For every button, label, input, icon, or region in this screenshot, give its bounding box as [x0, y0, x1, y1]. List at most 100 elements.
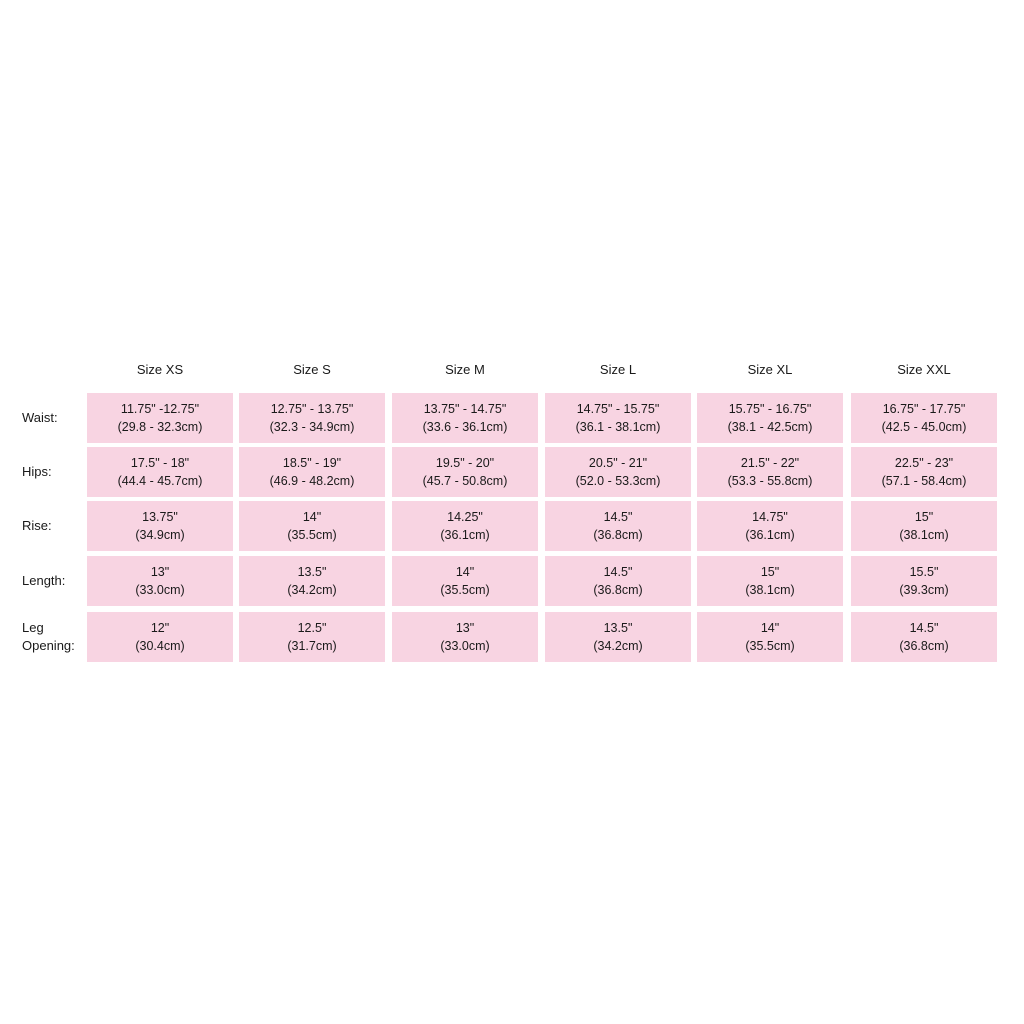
cell-cm: (36.1cm) [745, 528, 795, 542]
cell-waist-xxl: 16.75" - 17.75" (42.5 - 45.0cm) [851, 393, 997, 443]
cell-hips-xs: 17.5" - 18" (44.4 - 45.7cm) [87, 447, 233, 497]
cell-inches: 22.5" - 23" [894, 456, 954, 470]
cell-inches: 19.5" - 20" [435, 456, 495, 470]
cell-cm: (35.5cm) [287, 528, 337, 542]
column-header-s: Size S [293, 362, 331, 377]
cell-waist-l: 14.75" - 15.75" (36.1 - 38.1cm) [545, 393, 691, 443]
cell-cm: (36.1cm) [440, 528, 490, 542]
cell-leg-opening-m: 13" (33.0cm) [392, 612, 538, 662]
column-header-xs: Size XS [136, 362, 184, 377]
cell-inches: 14.75" [752, 510, 788, 524]
cell-inches: 15" [760, 565, 780, 579]
cell-inches: 12" [150, 621, 170, 635]
cell-cm: (33.0cm) [440, 639, 490, 653]
cell-inches: 16.75" - 17.75" [882, 402, 966, 416]
cell-inches: 13" [150, 565, 170, 579]
cell-cm: (38.1cm) [745, 583, 795, 597]
cell-inches: 14.5" [603, 510, 633, 524]
cell-hips-s: 18.5" - 19" (46.9 - 48.2cm) [239, 447, 385, 497]
cell-length-xxl: 15.5" (39.3cm) [851, 556, 997, 606]
cell-waist-xl: 15.75" - 16.75" (38.1 - 42.5cm) [697, 393, 843, 443]
cell-rise-xs: 13.75" (34.9cm) [87, 501, 233, 551]
cell-inches: 15.75" - 16.75" [728, 402, 812, 416]
cell-inches: 13.75" - 14.75" [423, 402, 507, 416]
cell-leg-opening-xl: 14" (35.5cm) [697, 612, 843, 662]
cell-cm: (46.9 - 48.2cm) [269, 474, 355, 488]
cell-inches: 15" [914, 510, 934, 524]
cell-inches: 12.5" [297, 621, 327, 635]
cell-leg-opening-xs: 12" (30.4cm) [87, 612, 233, 662]
cell-cm: (38.1cm) [899, 528, 949, 542]
column-header-l: Size L [599, 362, 637, 377]
cell-cm: (44.4 - 45.7cm) [117, 474, 203, 488]
cell-inches: 15.5" [909, 565, 939, 579]
cell-inches: 14" [302, 510, 322, 524]
cell-cm: (31.7cm) [287, 639, 337, 653]
cell-cm: (42.5 - 45.0cm) [881, 420, 967, 434]
cell-length-xl: 15" (38.1cm) [697, 556, 843, 606]
cell-inches: 14.5" [603, 565, 633, 579]
cell-length-m: 14" (35.5cm) [392, 556, 538, 606]
cell-length-s: 13.5" (34.2cm) [239, 556, 385, 606]
cell-length-l: 14.5" (36.8cm) [545, 556, 691, 606]
cell-cm: (30.4cm) [135, 639, 185, 653]
cell-cm: (33.0cm) [135, 583, 185, 597]
cell-inches: 14.75" - 15.75" [576, 402, 660, 416]
cell-cm: (36.1 - 38.1cm) [575, 420, 661, 434]
cell-cm: (57.1 - 58.4cm) [881, 474, 967, 488]
cell-cm: (39.3cm) [899, 583, 949, 597]
cell-inches: 21.5" - 22" [740, 456, 800, 470]
cell-leg-opening-xxl: 14.5" (36.8cm) [851, 612, 997, 662]
cell-hips-l: 20.5" - 21" (52.0 - 53.3cm) [545, 447, 691, 497]
cell-leg-opening-s: 12.5" (31.7cm) [239, 612, 385, 662]
cell-hips-xl: 21.5" - 22" (53.3 - 55.8cm) [697, 447, 843, 497]
cell-inches: 11.75" -12.75" [120, 402, 200, 416]
cell-waist-m: 13.75" - 14.75" (33.6 - 36.1cm) [392, 393, 538, 443]
cell-inches: 14" [760, 621, 780, 635]
cell-inches: 13" [455, 621, 475, 635]
cell-cm: (45.7 - 50.8cm) [422, 474, 508, 488]
cell-hips-m: 19.5" - 20" (45.7 - 50.8cm) [392, 447, 538, 497]
cell-leg-opening-l: 13.5" (34.2cm) [545, 612, 691, 662]
row-label-leg-opening: Leg Opening: [22, 620, 75, 653]
cell-inches: 14.5" [909, 621, 939, 635]
cell-inches: 20.5" - 21" [588, 456, 648, 470]
cell-cm: (36.8cm) [593, 583, 643, 597]
cell-rise-l: 14.5" (36.8cm) [545, 501, 691, 551]
cell-cm: (36.8cm) [899, 639, 949, 653]
cell-rise-xxl: 15" (38.1cm) [851, 501, 997, 551]
cell-rise-xl: 14.75" (36.1cm) [697, 501, 843, 551]
cell-inches: 12.75" - 13.75" [270, 402, 354, 416]
cell-cm: (36.8cm) [593, 528, 643, 542]
cell-waist-s: 12.75" - 13.75" (32.3 - 34.9cm) [239, 393, 385, 443]
row-label-waist: Waist: [22, 410, 58, 425]
cell-inches: 18.5" - 19" [282, 456, 342, 470]
cell-cm: (34.2cm) [593, 639, 643, 653]
cell-waist-xs: 11.75" -12.75" (29.8 - 32.3cm) [87, 393, 233, 443]
cell-cm: (33.6 - 36.1cm) [422, 420, 508, 434]
row-label-length: Length: [22, 573, 66, 588]
column-header-xl: Size XL [747, 362, 793, 377]
column-header-xxl: Size XXL [897, 362, 951, 377]
cell-cm: (29.8 - 32.3cm) [117, 420, 203, 434]
row-label-rise: Rise: [22, 518, 52, 533]
cell-cm: (34.9cm) [135, 528, 185, 542]
cell-cm: (52.0 - 53.3cm) [575, 474, 661, 488]
cell-cm: (35.5cm) [440, 583, 490, 597]
cell-inches: 13.5" [603, 621, 633, 635]
cell-cm: (53.3 - 55.8cm) [727, 474, 813, 488]
cell-cm: (34.2cm) [287, 583, 337, 597]
cell-inches: 14.25" [447, 510, 483, 524]
cell-hips-xxl: 22.5" - 23" (57.1 - 58.4cm) [851, 447, 997, 497]
cell-length-xs: 13" (33.0cm) [87, 556, 233, 606]
cell-cm: (35.5cm) [745, 639, 795, 653]
cell-rise-m: 14.25" (36.1cm) [392, 501, 538, 551]
cell-rise-s: 14" (35.5cm) [239, 501, 385, 551]
cell-inches: 13.75" [142, 510, 178, 524]
cell-inches: 17.5" - 18" [130, 456, 190, 470]
column-header-m: Size M [445, 362, 485, 377]
cell-inches: 14" [455, 565, 475, 579]
cell-cm: (32.3 - 34.9cm) [269, 420, 355, 434]
cell-cm: (38.1 - 42.5cm) [727, 420, 813, 434]
